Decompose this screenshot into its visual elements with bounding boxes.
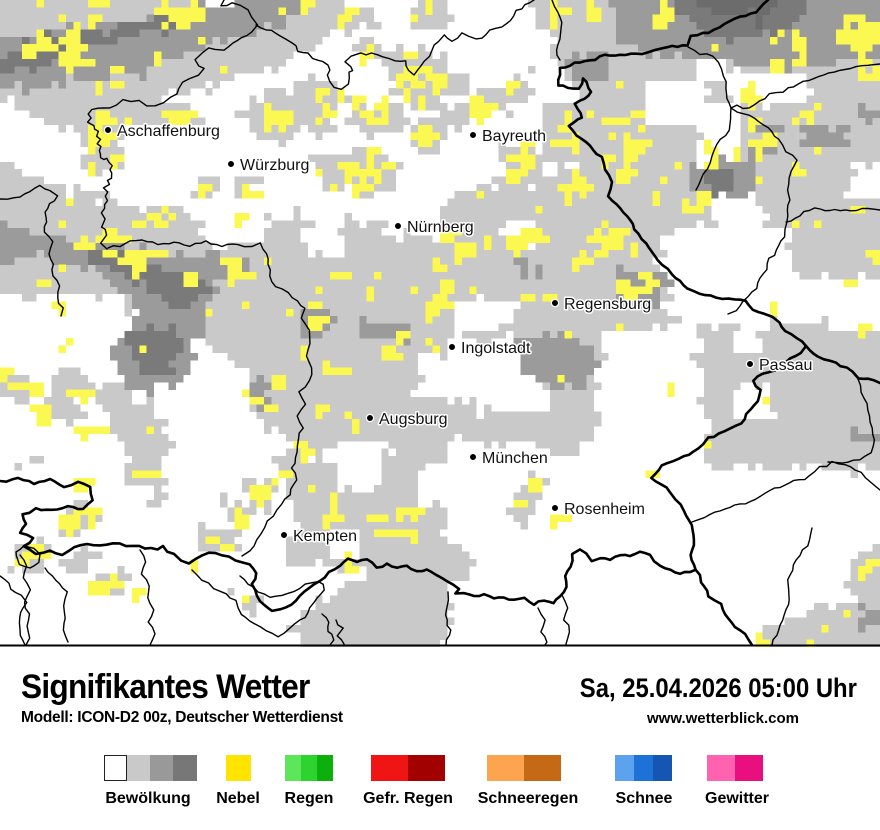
svg-text:Augsburg: Augsburg [379,411,448,428]
svg-text:Kempten: Kempten [293,528,357,545]
svg-text:Ingolstadt: Ingolstadt [461,340,531,357]
svg-text:Aschaffenburg: Aschaffenburg [117,123,220,140]
svg-text:Passau: Passau [759,357,812,374]
svg-text:Bayreuth: Bayreuth [482,128,546,145]
svg-text:Würzburg: Würzburg [240,157,309,174]
svg-text:Regensburg: Regensburg [564,296,651,313]
svg-text:München: München [482,450,548,467]
svg-text:Rosenheim: Rosenheim [564,501,645,518]
svg-text:Nürnberg: Nürnberg [407,219,474,236]
